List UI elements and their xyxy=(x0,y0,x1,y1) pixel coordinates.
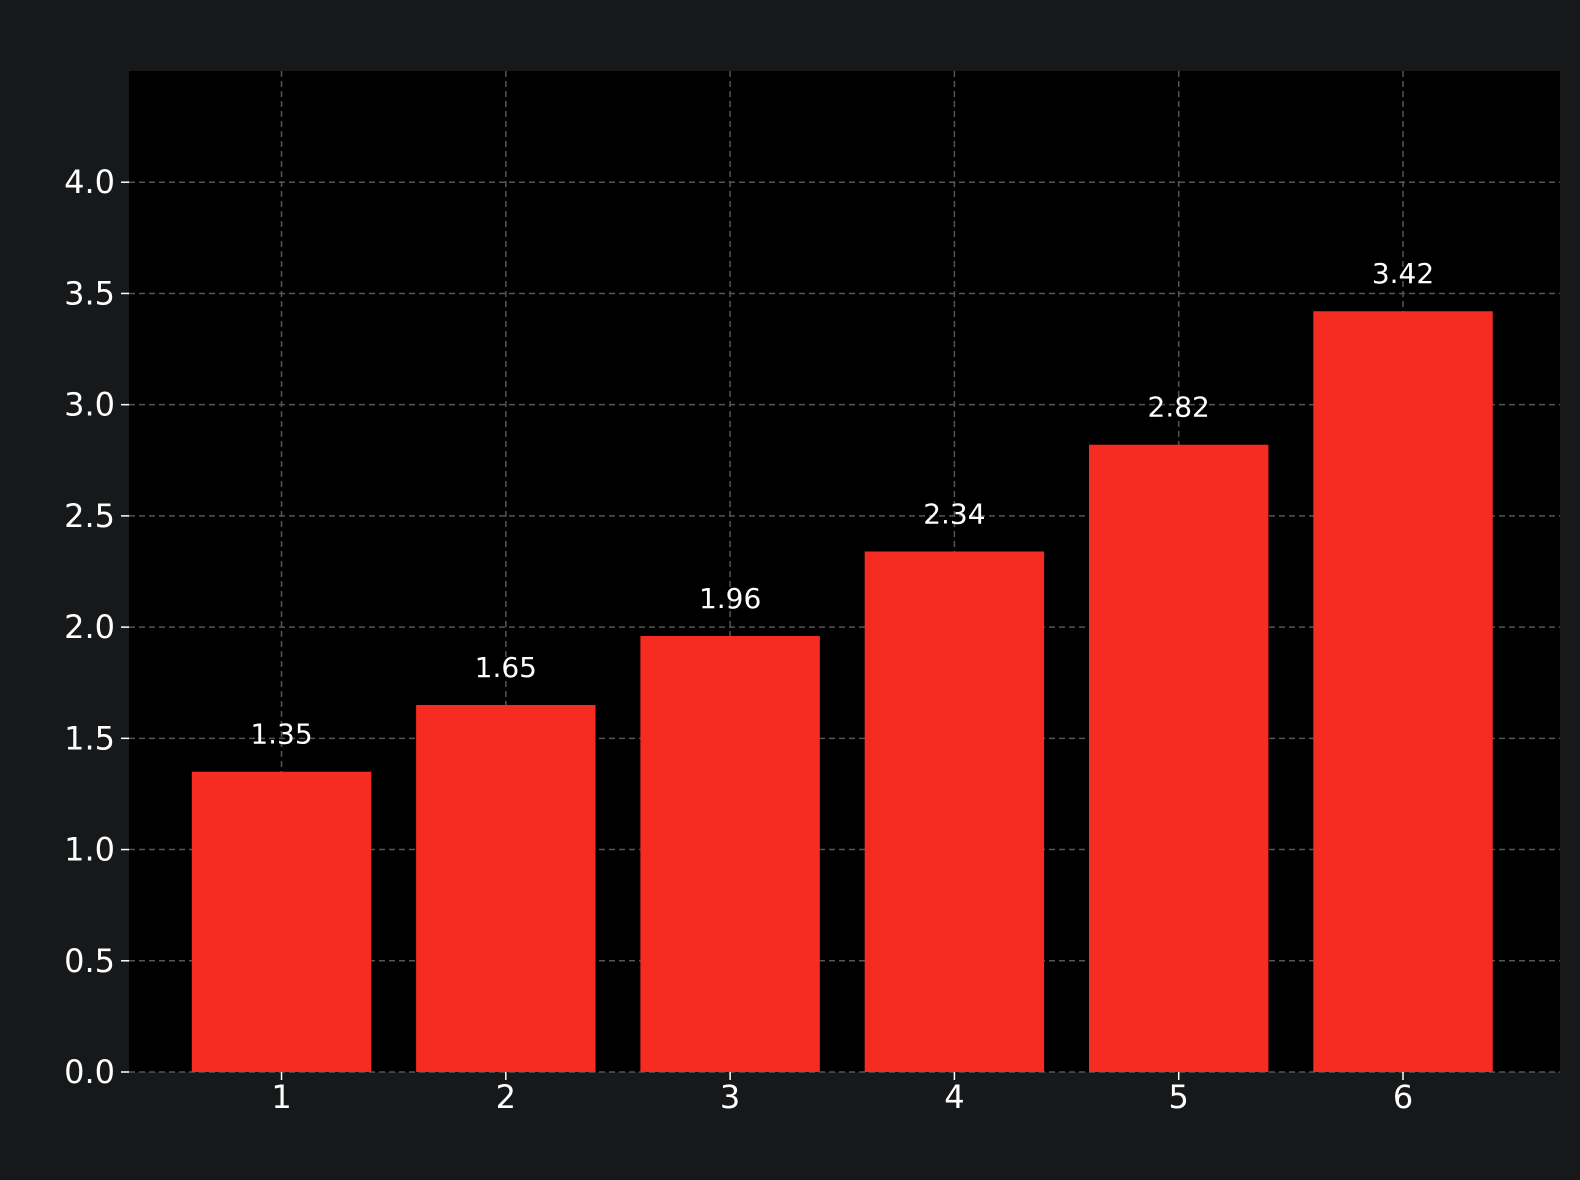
bar-value-label: 1.65 xyxy=(475,651,537,684)
bar-value-label: 1.35 xyxy=(250,718,312,751)
bar-value-label: 2.34 xyxy=(923,497,985,530)
bar-value-label: 2.82 xyxy=(1148,391,1210,424)
y-tick-label: 0.5 xyxy=(64,942,115,980)
x-tick-label: 6 xyxy=(1393,1078,1413,1116)
y-tick-label: 2.5 xyxy=(64,497,115,535)
y-tick-label: 2.0 xyxy=(64,608,115,646)
bar-value-label: 3.42 xyxy=(1372,257,1434,290)
bar xyxy=(191,771,372,1072)
x-tick-label: 2 xyxy=(496,1078,516,1116)
x-tick-label: 1 xyxy=(271,1078,291,1116)
bar-value-label: 1.96 xyxy=(699,582,761,615)
y-tick-label: 3.0 xyxy=(64,386,115,424)
bar xyxy=(1088,444,1269,1072)
y-tick-label: 0.0 xyxy=(64,1053,115,1091)
bar xyxy=(864,551,1045,1072)
x-axis: 1 2 3 4 5 6 xyxy=(271,1072,1413,1116)
x-tick-label: 5 xyxy=(1169,1078,1189,1116)
y-tick-label: 1.0 xyxy=(64,831,115,869)
bar xyxy=(640,636,820,1072)
y-axis: 0.0 0.5 1.0 1.5 2.0 2.5 3.0 3.5 4.0 xyxy=(64,163,129,1091)
x-tick-label: 4 xyxy=(944,1078,964,1116)
x-tick-label: 3 xyxy=(720,1078,740,1116)
y-tick-label: 3.5 xyxy=(64,274,115,312)
bar xyxy=(1313,311,1493,1072)
y-tick-label: 1.5 xyxy=(64,719,115,757)
bar xyxy=(416,704,596,1072)
value-labels: 1.35 1.65 1.96 2.34 2.82 3.42 xyxy=(250,257,1434,750)
y-tick-label: 4.0 xyxy=(64,163,115,201)
bars xyxy=(191,311,1493,1072)
